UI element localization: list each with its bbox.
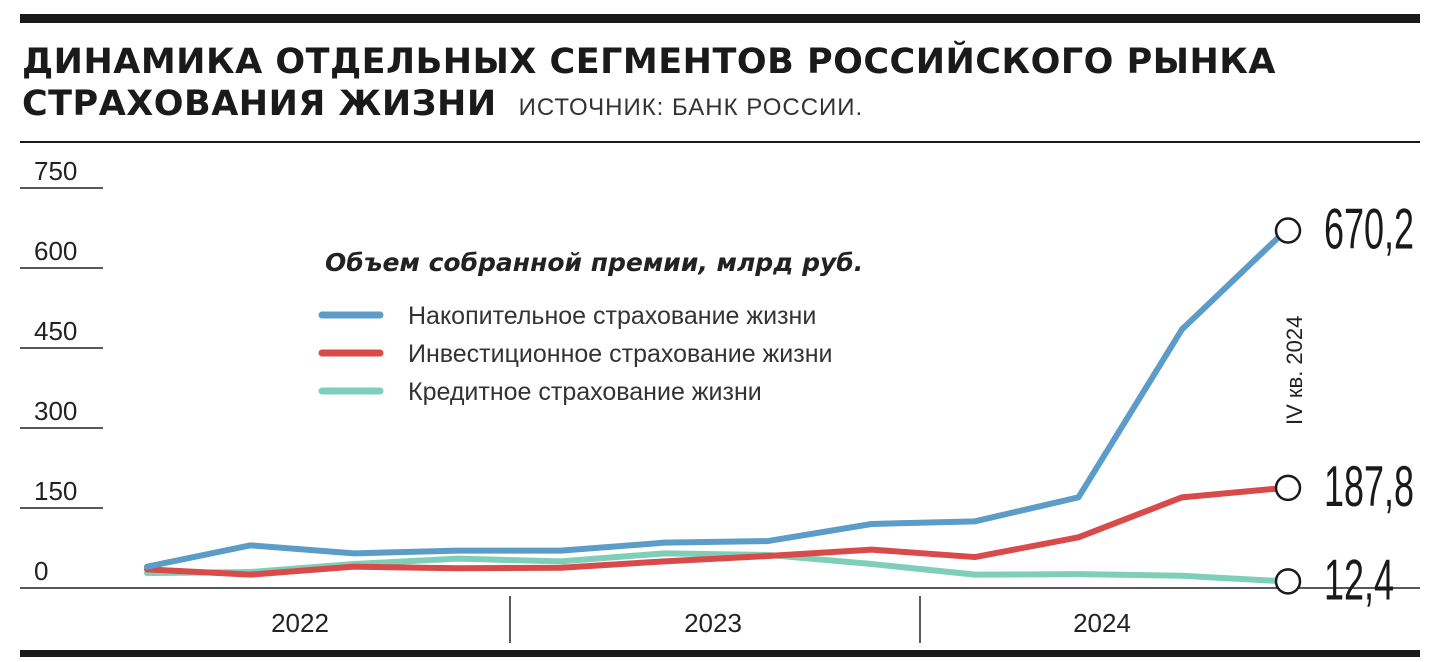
title-line-2: СТРАХОВАНИЯ ЖИЗНИ [22,84,497,124]
top-rule [20,14,1420,23]
chart-title-line-2: СТРАХОВАНИЯ ЖИЗНИ ИСТОЧНИК: БАНК РОССИИ. [22,84,863,124]
title-line-1: ДИНАМИКА ОТДЕЛЬНЫХ СЕГМЕНТОВ РОССИЙСКОГО… [22,42,1276,82]
y-tick-label: 150 [34,476,77,506]
end-marker [1274,568,1302,595]
legend: Объем собранной премии, млрд руб. Накопит… [318,248,863,406]
series-lines [144,227,1289,585]
end-markers: 670,2 187,8 12,4 IV кв. 2024 [1274,198,1414,613]
y-tick-label: 300 [34,396,77,426]
y-tick-label: 750 [34,156,77,186]
chart-title: ДИНАМИКА ОТДЕЛЬНЫХ СЕГМЕНТОВ РОССИЙСКОГО… [22,42,1276,82]
legend-title: Объем собранной премии, млрд руб. [325,248,863,277]
legend-label: Накопительное страхование жизни [408,302,816,330]
legend-label: Инвестиционное страхование жизни [408,340,832,368]
series-line [144,484,1289,578]
end-marker [1274,474,1302,502]
end-value-label: 187,8 [1324,455,1414,519]
series-line [144,227,1289,570]
bottom-rule [20,650,1420,657]
y-axis: 750 600 450 300 150 0 [20,156,103,586]
x-axis: 2022 2023 2024 [20,587,1420,643]
x-tick-year: 2023 [684,608,742,638]
end-marker [1274,217,1302,244]
x-tick-year: 2024 [1073,608,1131,638]
period-label: IV кв. 2024 [1282,316,1307,425]
header-divider [20,141,1420,143]
y-tick-label: 0 [34,556,48,586]
end-value-label: 670,2 [1324,198,1414,262]
y-tick-label: 600 [34,236,77,266]
legend-label: Кредитное страхование жизни [408,378,762,406]
end-value-label: 12,4 [1324,549,1394,613]
x-tick-year: 2022 [271,608,329,638]
y-tick-label: 450 [34,316,77,346]
source-note: ИСТОЧНИК: БАНК РОССИИ. [518,94,864,121]
